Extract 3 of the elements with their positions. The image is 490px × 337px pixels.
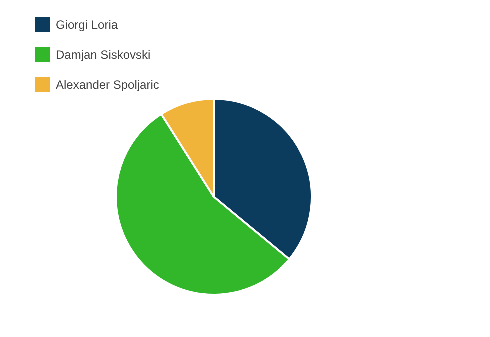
- legend-label: Alexander Spoljaric: [56, 78, 160, 92]
- legend-label: Giorgi Loria: [56, 18, 118, 32]
- legend-label: Damjan Siskovski: [56, 48, 151, 62]
